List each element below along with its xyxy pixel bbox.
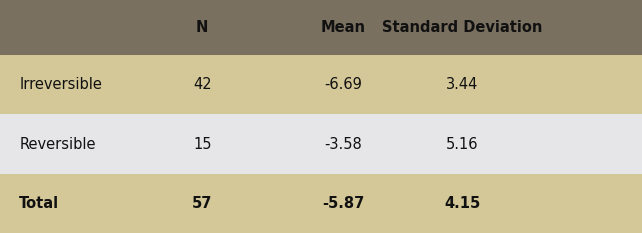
Text: -6.69: -6.69	[325, 77, 362, 92]
Bar	[0, 114, 642, 174]
Bar	[0, 174, 642, 233]
Text: 57: 57	[192, 196, 213, 211]
Text: -5.87: -5.87	[322, 196, 365, 211]
Text: 42: 42	[193, 77, 212, 92]
Text: 5.16: 5.16	[446, 137, 478, 151]
Text: Standard Deviation: Standard Deviation	[382, 20, 542, 35]
Text: Mean: Mean	[321, 20, 366, 35]
Text: 4.15: 4.15	[444, 196, 480, 211]
Text: N: N	[196, 20, 209, 35]
Text: Reversible: Reversible	[19, 137, 96, 151]
Bar	[0, 0, 642, 55]
Text: -3.58: -3.58	[325, 137, 362, 151]
Text: Total: Total	[19, 196, 59, 211]
Text: Irreversible: Irreversible	[19, 77, 102, 92]
Text: 3.44: 3.44	[446, 77, 478, 92]
Bar	[0, 55, 642, 114]
Text: 15: 15	[193, 137, 211, 151]
